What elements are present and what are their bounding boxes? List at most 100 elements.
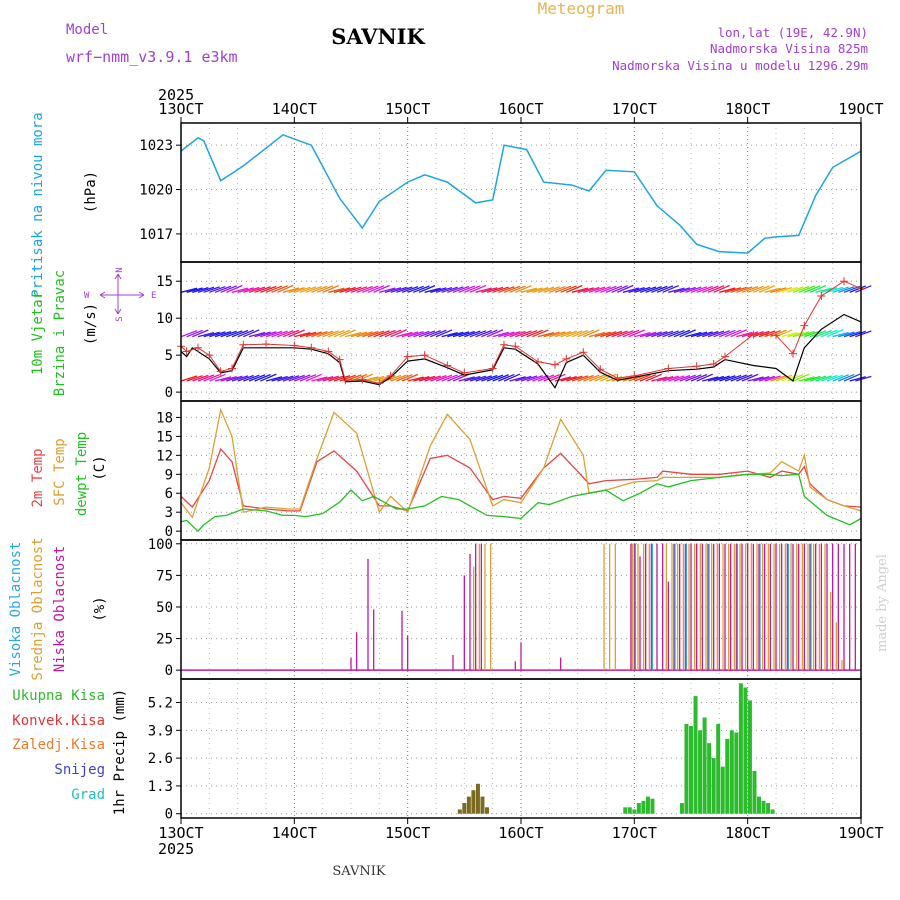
wind-barb <box>645 373 662 382</box>
wind-barb <box>855 375 872 382</box>
wind-barb <box>651 376 668 382</box>
wind-barb <box>600 331 617 338</box>
wind-barb <box>498 286 515 293</box>
wind-barb <box>673 287 691 293</box>
wind-barb <box>367 330 385 338</box>
dewpt-line <box>180 473 862 533</box>
wind-barb <box>186 375 203 382</box>
wind-barb <box>503 373 521 382</box>
wind-barb <box>849 285 866 293</box>
wind-barb <box>435 374 453 382</box>
wind-barb <box>832 331 849 338</box>
wind-barb <box>656 285 674 293</box>
wind-barb <box>294 374 311 382</box>
wind-barb <box>379 287 396 293</box>
wind-barb <box>753 285 770 293</box>
precip-bar <box>641 800 646 814</box>
wind-barb <box>815 329 832 338</box>
wind-barb <box>532 286 549 293</box>
wind-barb <box>651 285 668 293</box>
wind-barb <box>226 375 243 382</box>
dewpt-title: dewpt Temp <box>74 432 90 516</box>
precip-bar <box>684 723 689 814</box>
wind-barb <box>707 330 725 338</box>
wind-barb <box>679 374 696 382</box>
wind-speed-marker <box>262 340 270 349</box>
wind-barb <box>543 286 560 293</box>
precip-unit: 1hr Precip (mm) <box>112 689 128 815</box>
wind-barb <box>458 376 475 382</box>
wind-barb <box>379 329 396 338</box>
wind-barb <box>741 286 759 293</box>
wind-barb <box>600 285 617 293</box>
wind-barb <box>407 331 424 338</box>
wind-barb <box>753 330 770 338</box>
temperature-ytick-label: 9 <box>165 467 173 483</box>
wind-barb <box>594 286 611 293</box>
wind-barb <box>741 373 759 382</box>
clouds-ytick-label: 0 <box>165 663 173 679</box>
wind-barb <box>707 285 725 293</box>
wind-speed-marker <box>789 349 797 358</box>
wind-barb <box>685 374 702 382</box>
wind-barb <box>265 376 283 382</box>
compass-rose-icon: N S W E <box>84 267 156 321</box>
wind-speed-marker <box>500 340 508 349</box>
precip-bar <box>702 717 707 814</box>
wind-barb <box>804 285 821 293</box>
wind-barb <box>192 374 209 382</box>
wind-barb <box>787 286 804 293</box>
wind-barb <box>758 330 776 338</box>
wind-barb <box>747 376 764 382</box>
pressure-unit: (hPa) <box>83 171 99 213</box>
wind-barb <box>237 374 254 382</box>
wind-barb <box>192 329 209 338</box>
precip-bar <box>698 730 703 814</box>
wind-barb <box>430 329 447 338</box>
wind-barb <box>254 286 271 293</box>
wind-speed-marker <box>194 343 202 352</box>
clouds-ytick-label: 100 <box>148 537 173 553</box>
temperature-ytick-label: 0 <box>165 524 173 540</box>
precip-bar <box>623 807 628 814</box>
wind-barb <box>452 285 470 293</box>
wind-barb <box>622 329 640 338</box>
wind-barb <box>821 287 838 293</box>
x-tick-label-bottom: 18OCT <box>725 824 770 842</box>
wind-barb <box>792 285 810 293</box>
compass-west: W <box>84 291 90 301</box>
wind-barb <box>628 287 645 293</box>
wind-barb <box>401 331 419 338</box>
clouds-ytick-label: 25 <box>156 632 173 648</box>
wind-barb <box>577 287 594 293</box>
wind-barb <box>418 330 436 338</box>
wind-speed-marker <box>562 354 571 363</box>
wind-barb <box>396 331 413 338</box>
cloud-mid-title: Srednja Oblacnost <box>30 537 46 680</box>
wind-speed-marker <box>182 347 191 356</box>
pressure-line <box>180 133 862 254</box>
wind-barb <box>736 331 753 338</box>
wind-barb <box>821 374 838 382</box>
wind-barb <box>798 376 815 382</box>
wind-barb <box>645 331 662 338</box>
wind-barb <box>787 373 804 382</box>
wind-barb <box>424 375 441 382</box>
wind-barb <box>441 286 458 293</box>
compass-east: E <box>151 291 156 301</box>
compass-south: S <box>115 316 125 321</box>
wind-barb <box>231 375 249 382</box>
precip-bar <box>627 807 632 814</box>
wind-barb <box>662 330 679 338</box>
wind-barb <box>350 286 368 293</box>
precip-bar <box>720 766 725 814</box>
wind-speed-marker <box>341 376 350 385</box>
wind-barb <box>634 332 651 338</box>
model-name: wrf−nmm_v3.9.1 e3km <box>66 48 238 66</box>
wind-unit: (m/s) <box>83 303 99 345</box>
wind-barb <box>571 329 589 338</box>
wind-barb <box>855 330 872 338</box>
wind-barb <box>724 374 742 382</box>
x-tick-label-bottom: 13OCT <box>158 824 203 842</box>
wind-barb <box>435 329 453 338</box>
